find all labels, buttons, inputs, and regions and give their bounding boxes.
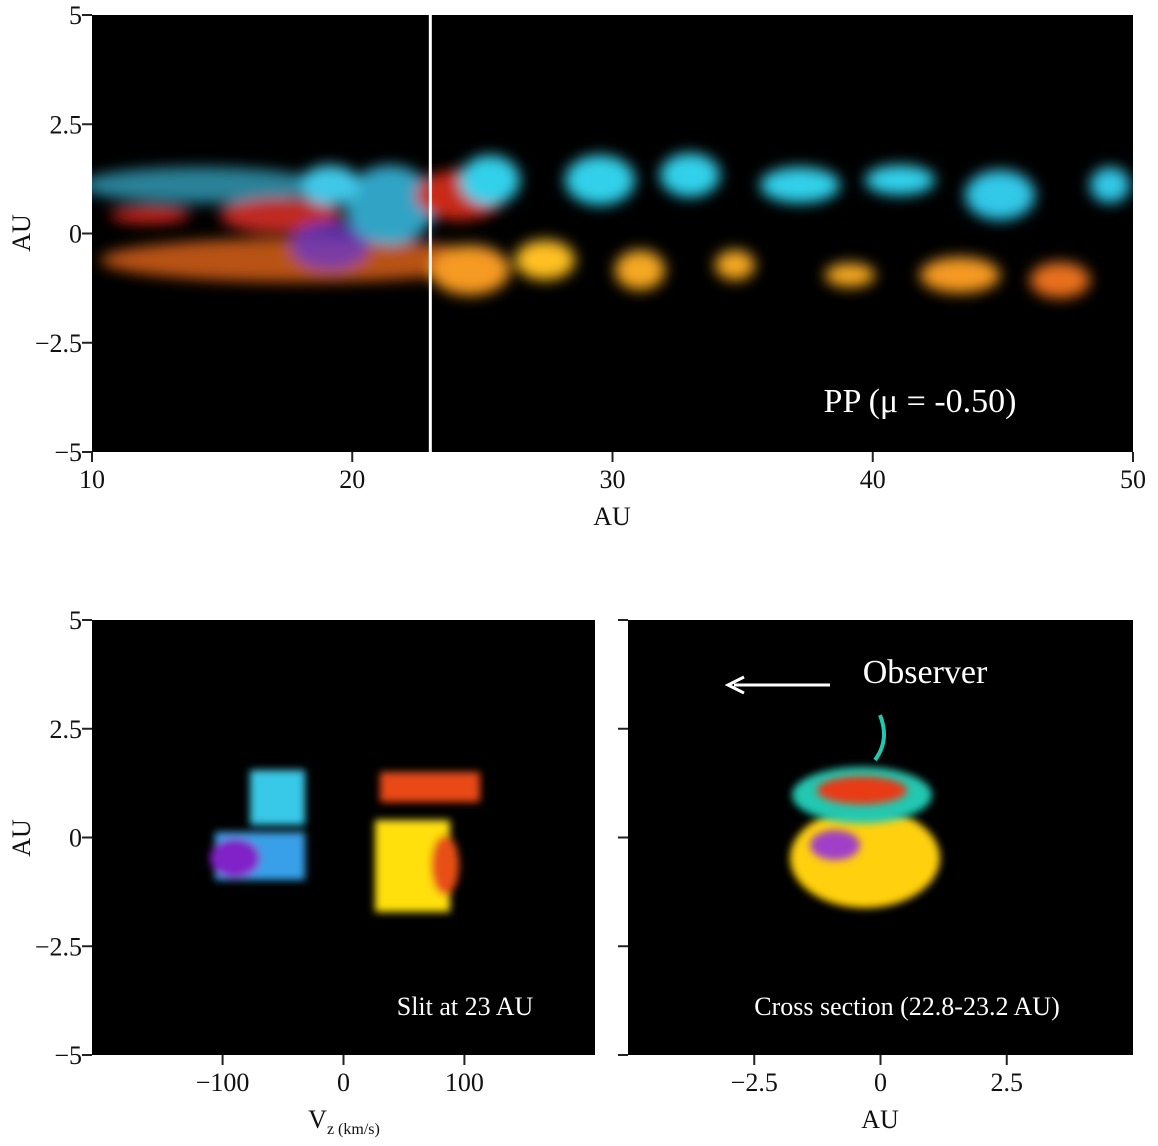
annotation: Observer bbox=[863, 654, 988, 691]
y-tick-label: −5 bbox=[54, 1041, 82, 1070]
x-axis-label: Vz (km/s) bbox=[308, 1105, 380, 1138]
x-tick-label: 50 bbox=[1120, 465, 1146, 494]
panel-background bbox=[92, 620, 595, 1055]
x-axis-label: AU bbox=[593, 502, 631, 531]
x-tick-label: −100 bbox=[196, 1068, 250, 1097]
x-axis-label-sub: z (km/s) bbox=[327, 1121, 380, 1138]
x-tick-label: 20 bbox=[339, 465, 365, 494]
y-axis-label: AU bbox=[7, 214, 36, 252]
x-axis-label: AU bbox=[861, 1105, 899, 1134]
x-tick-label: 100 bbox=[445, 1068, 484, 1097]
x-tick-label: 0 bbox=[874, 1068, 887, 1097]
x-axis-label-main: AU bbox=[861, 1105, 899, 1134]
y-axis-label: AU bbox=[7, 819, 36, 857]
x-axis-label-main: V bbox=[308, 1105, 327, 1134]
y-tick-label: −2.5 bbox=[35, 329, 82, 358]
annotation: Cross section (22.8-23.2 AU) bbox=[754, 992, 1059, 1021]
figure: 1020304050−5−2.502.55AUAUPP (μ = -0.50)−… bbox=[0, 0, 1158, 1141]
x-tick-label: 30 bbox=[600, 465, 626, 494]
y-tick-label: 5 bbox=[69, 606, 82, 635]
annotation: PP (μ = -0.50) bbox=[824, 383, 1017, 420]
y-tick-label: 0 bbox=[69, 824, 82, 853]
annotation: Slit at 23 AU bbox=[397, 992, 534, 1021]
x-tick-label: 40 bbox=[860, 465, 886, 494]
y-tick-label: 0 bbox=[69, 220, 82, 249]
x-axis-label-main: AU bbox=[593, 502, 631, 531]
x-tick-label: 0 bbox=[337, 1068, 350, 1097]
y-tick-label: −5 bbox=[54, 438, 82, 467]
x-tick-label: 10 bbox=[79, 465, 105, 494]
y-tick-label: 2.5 bbox=[50, 110, 83, 139]
x-tick-label: 2.5 bbox=[991, 1068, 1024, 1097]
y-tick-label: 5 bbox=[69, 1, 82, 30]
x-tick-label: −2.5 bbox=[731, 1068, 778, 1097]
y-tick-label: 2.5 bbox=[50, 715, 83, 744]
y-tick-label: −2.5 bbox=[35, 932, 82, 961]
